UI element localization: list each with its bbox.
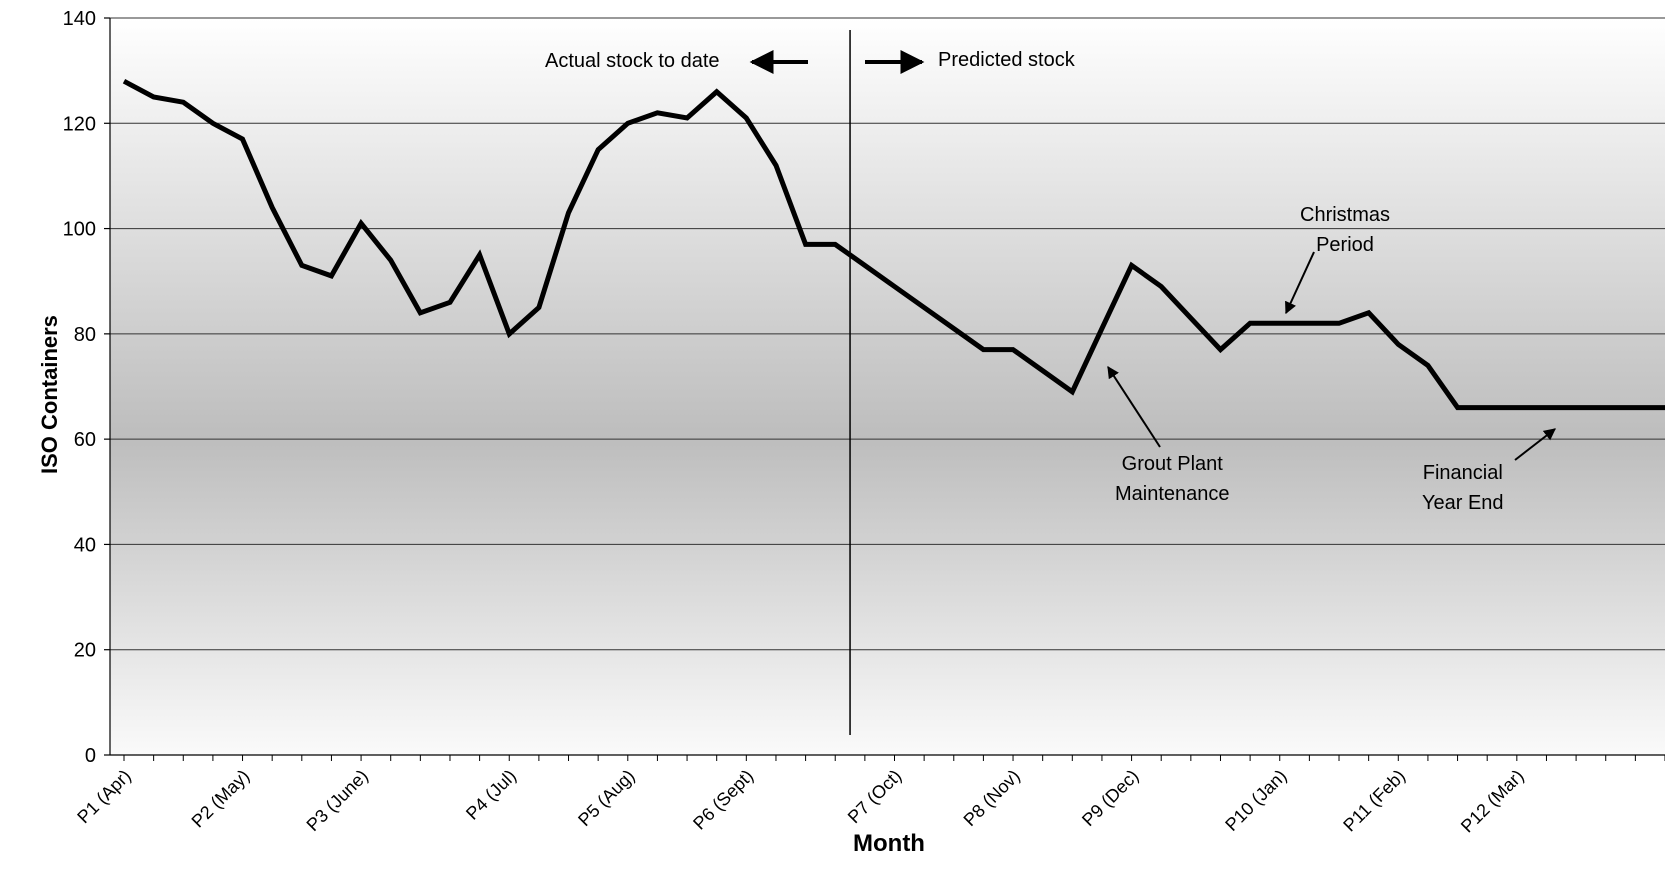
annotation-christmas: Christmas Period bbox=[1300, 200, 1390, 260]
annotation-christmas-line1: Christmas bbox=[1300, 204, 1391, 226]
y-tick-label-60: 60 bbox=[74, 429, 96, 451]
x-tick-label-0: P1 (Apr) bbox=[73, 766, 135, 828]
x-tick-label-4: P5 (Aug) bbox=[574, 766, 638, 830]
annotation-grout-plant: Grout Plant Maintenance bbox=[1115, 449, 1230, 509]
annotation-financial-year-end: Financial Year End bbox=[1422, 458, 1504, 518]
annotation-grout-line1: Grout Plant bbox=[1121, 453, 1223, 475]
x-tick-label-8: P9 (Dec) bbox=[1078, 766, 1142, 830]
annotation-actual-stock: Actual stock to date bbox=[545, 50, 720, 72]
series-lines bbox=[122, 78, 1665, 411]
y-tick-label-80: 80 bbox=[74, 324, 96, 346]
x-tick-label-2: P3 (June) bbox=[303, 766, 372, 835]
y-tick-labels: 0 20 40 60 80 100 120 140 bbox=[63, 8, 96, 767]
x-tick-label-10: P11 (Feb) bbox=[1339, 766, 1409, 836]
annotation-fye-line1: Financial bbox=[1422, 462, 1503, 484]
y-axis-label: ISO Containers bbox=[37, 315, 62, 474]
y-tick-label-100: 100 bbox=[63, 219, 96, 241]
annotation-christmas-line2: Period bbox=[1316, 234, 1374, 256]
axes bbox=[109, 18, 1665, 761]
annotation-fye-line2: Year End bbox=[1422, 492, 1504, 514]
annotation-grout-line2: Maintenance bbox=[1115, 483, 1230, 505]
x-tick-label-11: P12 (Mar) bbox=[1457, 766, 1528, 837]
financial-year-end-arrow bbox=[1514, 428, 1556, 461]
annotation-predicted-stock: Predicted stock bbox=[938, 49, 1075, 71]
y-tick-label-40: 40 bbox=[74, 534, 96, 556]
x-tick-label-5: P6 (Sept) bbox=[689, 766, 757, 834]
plot-area bbox=[110, 18, 1665, 755]
x-tick-label-1: P2 (May) bbox=[188, 766, 254, 832]
y-tick-label-20: 20 bbox=[74, 640, 96, 662]
christmas-arrow bbox=[1285, 251, 1315, 315]
x-axis-label: Month bbox=[853, 830, 925, 857]
x-tick-label-7: P8 (Nov) bbox=[960, 766, 1024, 830]
x-tick-label-3: P4 (Jul) bbox=[462, 766, 520, 824]
gridlines bbox=[104, 17, 1665, 756]
x-tick-labels: P1 (Apr) P2 (May) P3 (June) P4 (Jul) P5 (Aug… bbox=[73, 766, 1527, 837]
grout-plant-arrow bbox=[1107, 365, 1161, 448]
y-tick-label-120: 120 bbox=[63, 113, 96, 135]
x-tick-label-9: P10 (Jan) bbox=[1221, 766, 1290, 835]
y-tick-label-140: 140 bbox=[63, 8, 96, 30]
y-tick-label-0: 0 bbox=[85, 745, 96, 767]
x-tick-label-6: P7 (Oct) bbox=[844, 766, 906, 828]
annotations bbox=[749, 50, 1556, 461]
